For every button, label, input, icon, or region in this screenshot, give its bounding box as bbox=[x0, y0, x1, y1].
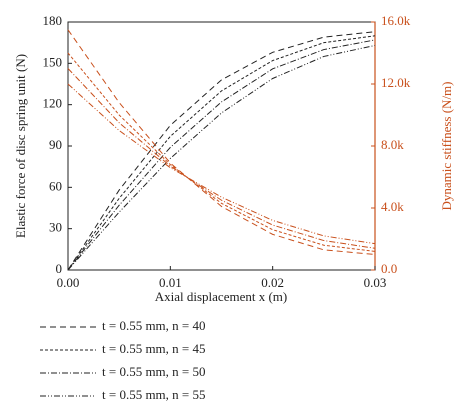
y2-tick-label: 8.0k bbox=[381, 137, 404, 152]
y2-axis-label: Dynamic stiffness (N/m) bbox=[439, 81, 454, 210]
plot-frame bbox=[67, 21, 376, 271]
series-line bbox=[67, 31, 376, 271]
series-line bbox=[67, 44, 376, 271]
series-line bbox=[67, 68, 376, 249]
legend-label: t = 0.55 mm, n = 55 bbox=[102, 387, 206, 402]
x-tick-label: 0.01 bbox=[159, 275, 182, 290]
y-tick-label: 60 bbox=[49, 178, 62, 193]
series-line bbox=[67, 52, 376, 252]
y-tick-label: 30 bbox=[49, 220, 62, 235]
y-tick-label: 150 bbox=[43, 54, 63, 69]
y2-tick-label: 12.0k bbox=[381, 75, 411, 90]
x-tick-label: 0.02 bbox=[261, 275, 284, 290]
series-line bbox=[67, 39, 376, 271]
y-tick-label: 0 bbox=[56, 261, 63, 276]
legend-label: t = 0.55 mm, n = 40 bbox=[102, 318, 206, 333]
series-line bbox=[67, 29, 376, 255]
legend-label: t = 0.55 mm, n = 45 bbox=[102, 341, 206, 356]
y2-tick-label: 0.0 bbox=[381, 261, 397, 276]
y-tick-label: 120 bbox=[43, 96, 63, 111]
series-line bbox=[67, 83, 376, 245]
y-axis-label: Elastic force of disc spring unit (N) bbox=[13, 54, 28, 238]
y-tick-label: 90 bbox=[49, 137, 62, 152]
series-line bbox=[67, 35, 376, 271]
y2-tick-label: 4.0k bbox=[381, 199, 404, 214]
y-tick-label: 180 bbox=[43, 13, 63, 28]
legend-label: t = 0.55 mm, n = 50 bbox=[102, 364, 206, 379]
x-axis-label: Axial displacement x (m) bbox=[155, 289, 288, 304]
y2-tick-label: 16.0k bbox=[381, 13, 411, 28]
x-tick-label: 0.03 bbox=[364, 275, 387, 290]
x-tick-label: 0.00 bbox=[57, 275, 80, 290]
